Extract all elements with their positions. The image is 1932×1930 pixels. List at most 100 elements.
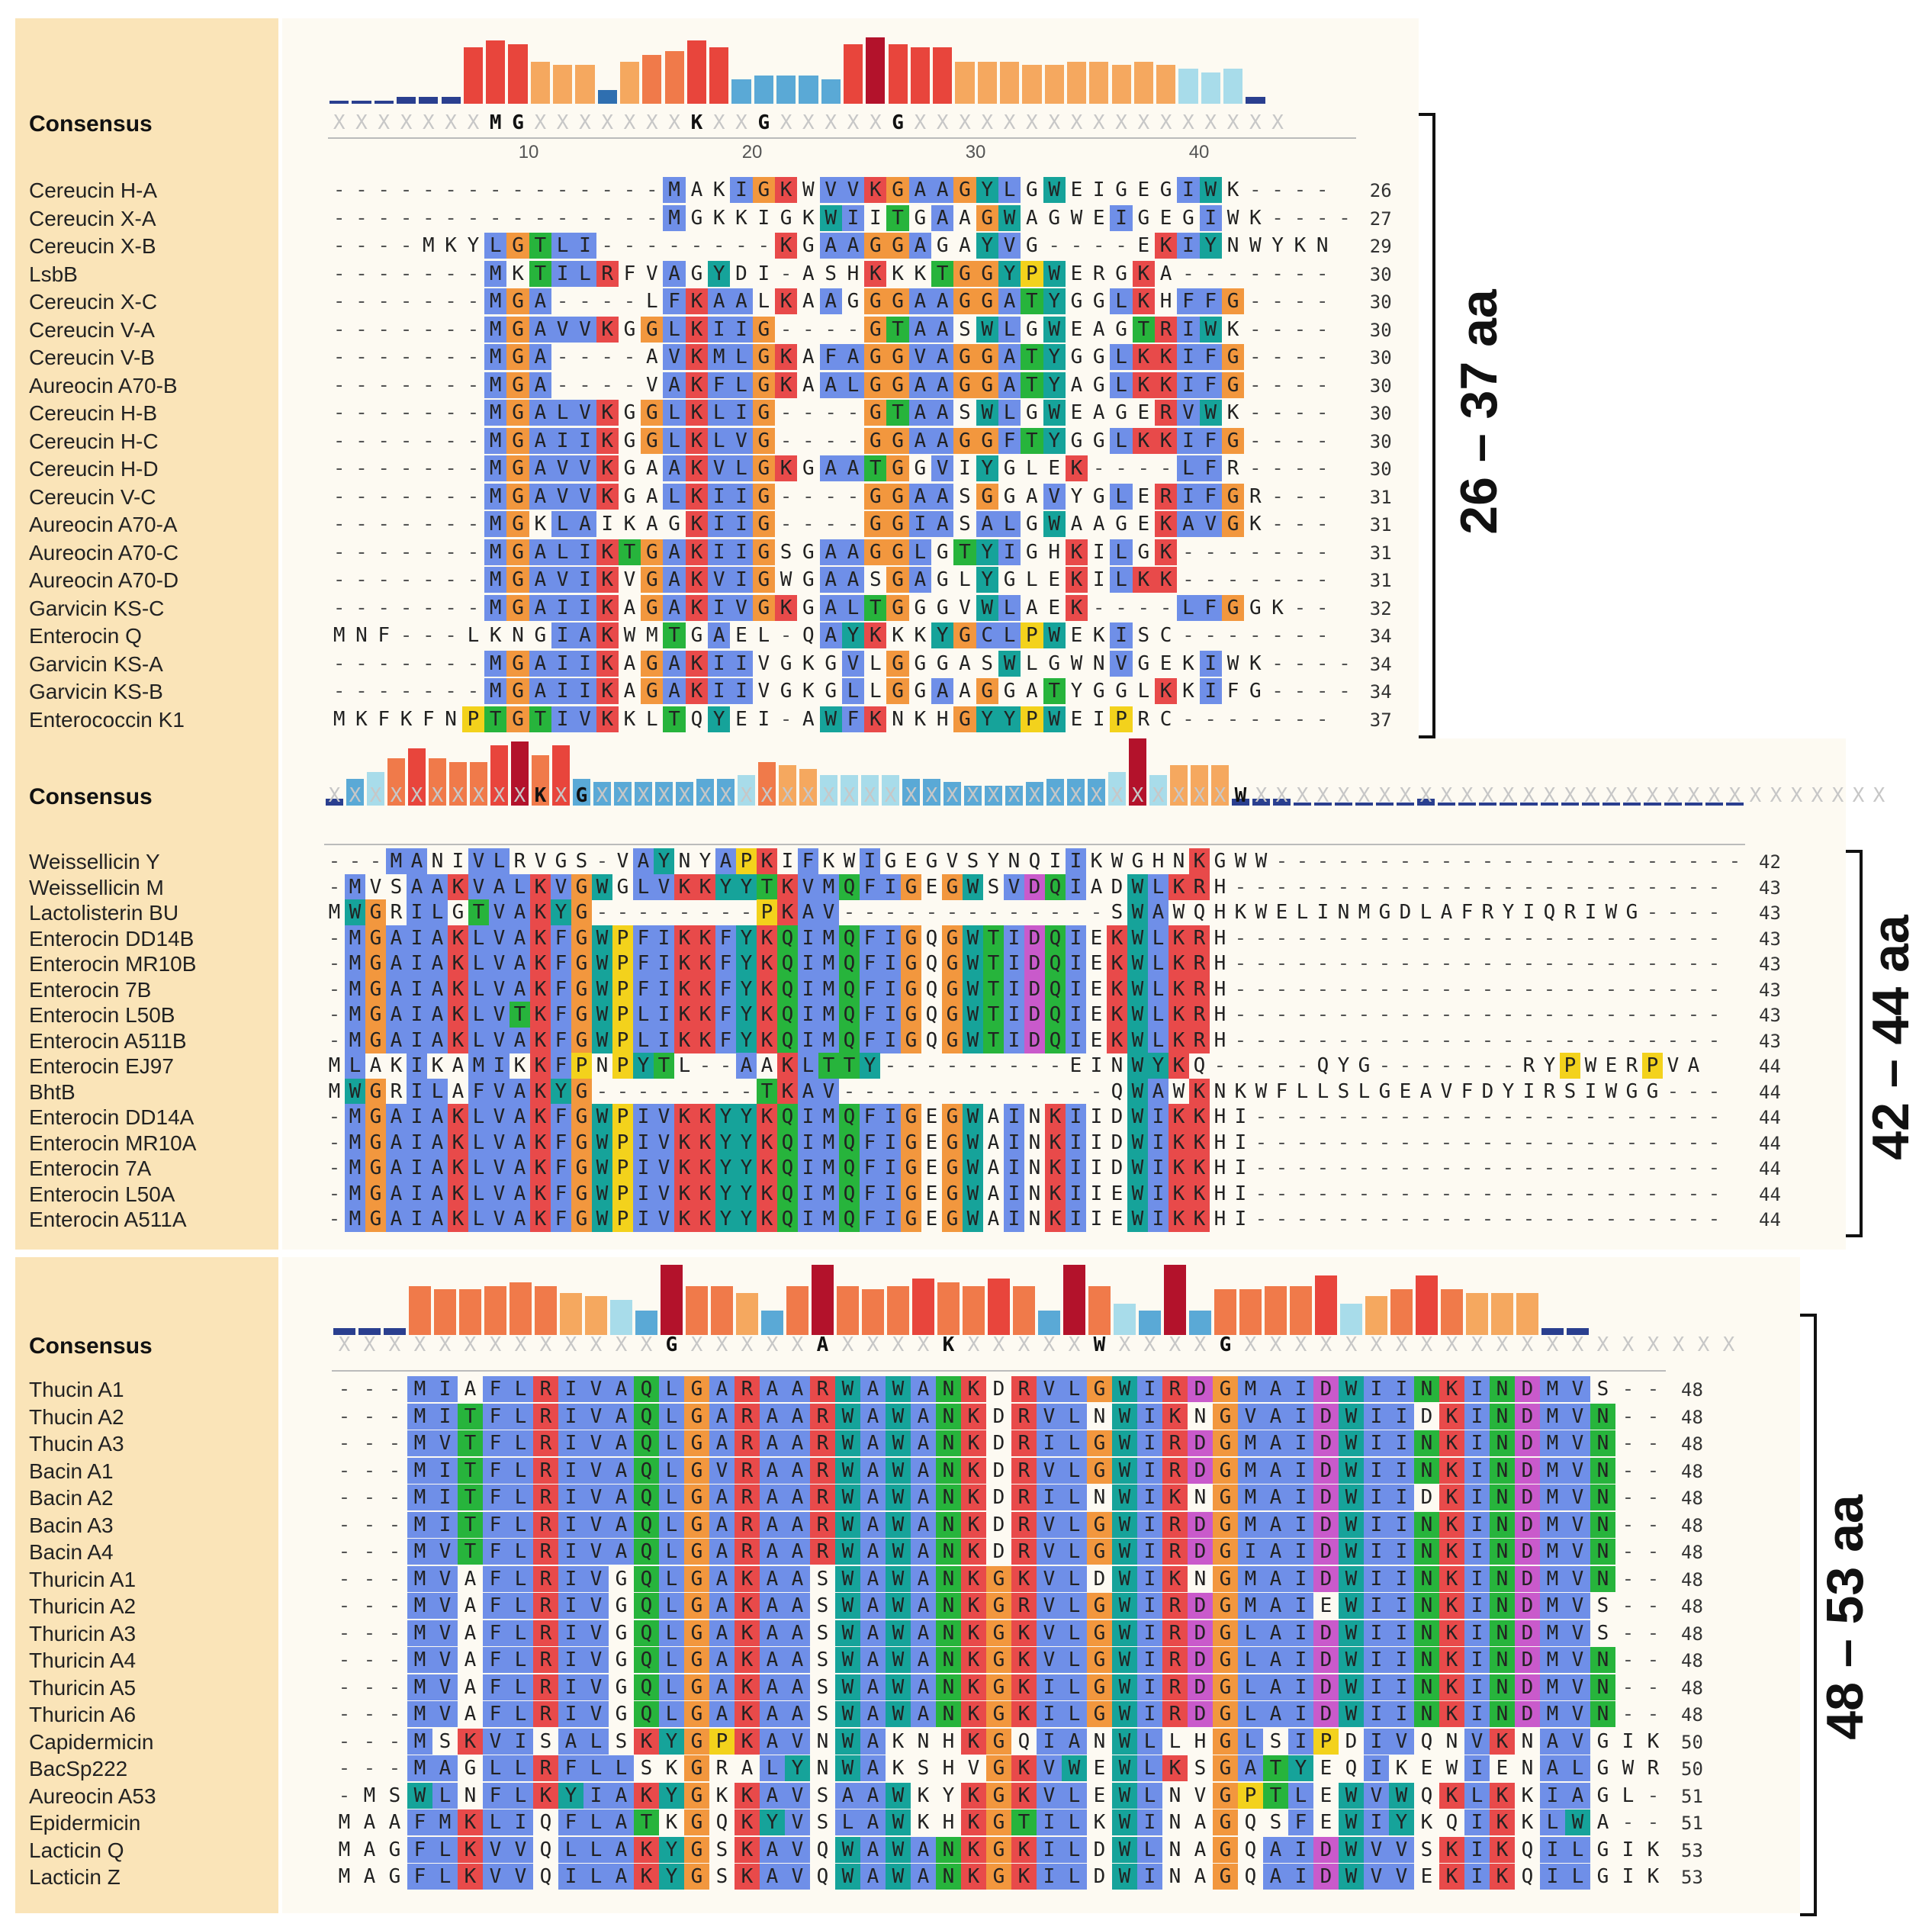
residue: A (1263, 1484, 1288, 1510)
residue: V (508, 1836, 533, 1863)
residue: - (388, 1404, 401, 1428)
residue: R (1162, 1620, 1188, 1646)
residue: - (1399, 850, 1412, 873)
residue: A (709, 1565, 735, 1592)
conservation-bar (429, 758, 446, 806)
residue: G (1213, 1647, 1238, 1673)
consensus-char: X (1496, 1333, 1509, 1356)
residue: L (1110, 483, 1133, 510)
residue: I (1137, 1484, 1162, 1510)
consensus-char: X (1169, 1333, 1181, 1356)
sequence-name: Cereucin H-A (29, 179, 158, 202)
residue: L (659, 1701, 684, 1727)
conservation-bar (552, 745, 570, 806)
conservation-bar (1067, 778, 1085, 806)
sequence-length: 48 (1681, 1406, 1703, 1428)
residue: L (708, 400, 731, 426)
residue: K (757, 951, 777, 976)
residue: I (1177, 372, 1200, 398)
residue: - (1543, 1156, 1556, 1179)
residue: M (1238, 1484, 1263, 1510)
residue: M (345, 925, 365, 951)
residue: K (448, 1155, 468, 1181)
residue: A (529, 678, 551, 704)
sequence-length: 27 (1369, 207, 1392, 230)
residue: - (1461, 1208, 1474, 1230)
conservation-bar (799, 768, 817, 806)
sequence-name: Enterocin 7A (29, 1156, 152, 1180)
residue: G (1213, 1864, 1238, 1890)
residue: - (1687, 850, 1700, 873)
residue: W (835, 1511, 860, 1538)
residue: K (774, 288, 798, 314)
residue: D (1515, 1403, 1540, 1430)
conservation-bar (1516, 1292, 1538, 1335)
residue: A (1026, 206, 1038, 230)
residue: P (1560, 1053, 1580, 1079)
residue: K (1169, 1027, 1189, 1053)
conservation-bar (396, 96, 416, 104)
residue: A (785, 1647, 810, 1673)
residue: V (574, 316, 596, 343)
residue: L (663, 483, 686, 510)
residue: T (458, 1511, 483, 1538)
residue: K (634, 1782, 659, 1809)
residue: I (407, 951, 427, 976)
residue: - (1667, 1105, 1680, 1128)
residue: I (1090, 1105, 1103, 1128)
residue: - (1271, 317, 1284, 341)
residue: - (1271, 568, 1284, 591)
residue: I (1522, 1079, 1535, 1103)
residue: G (976, 204, 998, 231)
residue: - (601, 234, 614, 257)
residue: K (917, 1811, 930, 1834)
sequence-length: 44 (1759, 1209, 1781, 1230)
residue: M (818, 1027, 839, 1053)
residue: - (355, 651, 368, 675)
residue: A (386, 1027, 407, 1053)
residue: V (959, 596, 971, 619)
consensus-char: X (966, 784, 979, 807)
residue: I (1234, 1208, 1247, 1230)
residue: - (333, 540, 346, 564)
residue: A (1687, 1054, 1700, 1077)
residue: - (1522, 1003, 1535, 1026)
residue: A (709, 1484, 735, 1510)
residue: - (1316, 952, 1329, 975)
residue: I (1364, 1674, 1389, 1700)
consensus-char: X (489, 1333, 502, 1356)
residue: G (976, 372, 998, 398)
residue: L (1062, 1511, 1087, 1538)
residue: A (860, 1809, 886, 1835)
residue: - (825, 513, 837, 536)
residue: G (1646, 1079, 1659, 1103)
residue: - (363, 1540, 376, 1563)
residue: L (998, 316, 1021, 343)
residue: F (798, 848, 818, 874)
residue: I (708, 316, 731, 343)
residue: I (1364, 1539, 1389, 1565)
residue: - (780, 484, 792, 508)
consensus-char: X (967, 1333, 980, 1356)
sequence-name: Thuricin A5 (29, 1675, 137, 1700)
consensus-char: X (741, 1333, 754, 1356)
residue: K (1490, 1809, 1515, 1835)
residue: V (1565, 1701, 1590, 1727)
residue: - (623, 234, 636, 257)
consensus-char: X (1043, 1333, 1056, 1356)
residue: - (1294, 317, 1307, 341)
residue: R (810, 1403, 835, 1430)
consensus-char: X (781, 784, 794, 807)
residue: - (1622, 1649, 1635, 1671)
residue: I (1540, 1782, 1565, 1809)
residue: I (880, 1180, 901, 1207)
residue: A (760, 1539, 785, 1565)
residue: Q (925, 1028, 938, 1052)
residue: N (1093, 1486, 1106, 1509)
residue: I (551, 706, 574, 732)
residue: F (483, 1701, 508, 1727)
consensus-char: X (390, 784, 403, 807)
residue: S (825, 262, 837, 285)
